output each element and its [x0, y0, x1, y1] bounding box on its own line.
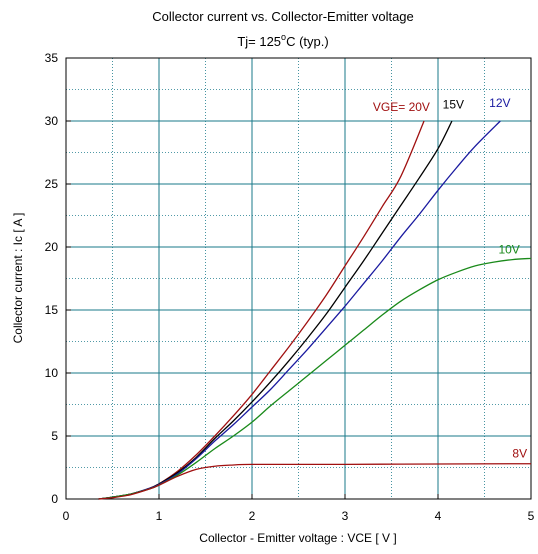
series-label-1: 15V — [443, 97, 464, 111]
plot-frame — [65, 57, 532, 500]
series-group — [98, 120, 532, 500]
chart-title: Collector current vs. Collector-Emitter … — [152, 9, 414, 24]
series-label-0: VGE= 20V — [373, 100, 430, 114]
y-tick-label: 0 — [51, 492, 58, 506]
x-tick-label: 5 — [528, 509, 535, 523]
x-tick-label: 4 — [435, 509, 442, 523]
y-tick-label: 5 — [51, 429, 58, 443]
series-line-3 — [98, 257, 532, 500]
subtitle-suffix: C (typ.) — [286, 34, 329, 49]
x-axis-label: Collector - Emitter voltage : VCE [ V ] — [199, 531, 396, 545]
y-tick-label: 15 — [45, 303, 59, 317]
axis-ticks: 0 1 2 3 4 5 0 5 10 15 20 25 30 35 — [45, 51, 535, 523]
subtitle-degree: o — [281, 32, 286, 42]
y-tick-label: 30 — [45, 114, 59, 128]
x-tick-label: 1 — [156, 509, 163, 523]
y-tick-label: 20 — [45, 240, 59, 254]
series-label-4: 8V — [512, 446, 527, 460]
x-tick-label: 2 — [249, 509, 256, 523]
chart-subtitle: Tj= 125oC (typ.) — [237, 32, 328, 49]
x-tick-label: 0 — [63, 509, 70, 523]
y-tick-label: 25 — [45, 177, 59, 191]
grid-lines — [66, 58, 531, 499]
y-tick-label: 10 — [45, 366, 59, 380]
y-axis-label: Collector current : Ic [ A ] — [11, 213, 25, 344]
y-tick-label: 35 — [45, 51, 59, 65]
x-tick-label: 3 — [342, 509, 349, 523]
series-label-3: 10V — [498, 242, 519, 256]
series-label-2: 12V — [489, 96, 510, 110]
subtitle-prefix: Tj= 125 — [237, 34, 281, 49]
annotation-group: VGE= 20V 15V 12V 10V 8V — [373, 96, 527, 460]
series-line-4 — [98, 463, 532, 500]
